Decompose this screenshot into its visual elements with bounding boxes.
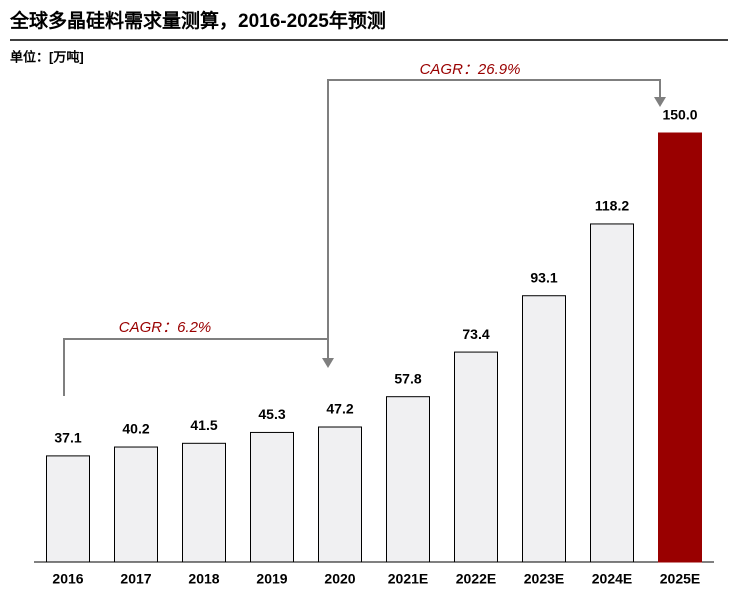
data-label: 40.2 <box>122 421 149 437</box>
x-tick-label: 2022E <box>456 571 496 587</box>
data-label: 41.5 <box>190 417 217 433</box>
data-label: 93.1 <box>530 269 557 285</box>
arrow <box>654 97 666 107</box>
bar <box>318 426 362 563</box>
bracket <box>63 338 329 396</box>
chart-title: 全球多晶硅料需求量测算，2016-2025年预测 <box>9 9 386 32</box>
x-tick-label: 2018 <box>188 571 219 587</box>
arrow <box>322 358 334 368</box>
data-label: 150.0 <box>662 107 697 123</box>
bracket <box>327 79 661 339</box>
data-label: 45.3 <box>258 406 285 422</box>
data-label: 57.8 <box>394 370 421 386</box>
annotation: CAGR：6.2% <box>119 319 212 336</box>
bar <box>658 132 702 563</box>
bar <box>386 396 430 563</box>
x-tick-label: 2016 <box>52 571 83 587</box>
bar <box>114 446 158 563</box>
data-label: 47.2 <box>326 401 353 417</box>
x-tick-label: 2024E <box>592 571 632 587</box>
subtitle: 单位：[万吨] <box>10 49 84 64</box>
bar <box>454 351 498 563</box>
bar <box>590 223 634 563</box>
annotation: CAGR：26.9% <box>420 61 521 78</box>
bar <box>522 295 566 563</box>
bar <box>46 455 90 563</box>
x-tick-label: 2020 <box>324 571 355 587</box>
x-tick-label: 2023E <box>524 571 564 587</box>
bar <box>182 442 226 563</box>
data-label: 37.1 <box>54 430 81 446</box>
data-label: 73.4 <box>462 326 489 342</box>
x-tick-label: 2019 <box>256 571 287 587</box>
x-tick-label: 2025E <box>660 571 700 587</box>
bar <box>250 431 294 563</box>
x-tick-label: 2017 <box>120 571 151 587</box>
data-label: 118.2 <box>595 198 629 214</box>
x-tick-label: 2021E <box>388 571 428 587</box>
